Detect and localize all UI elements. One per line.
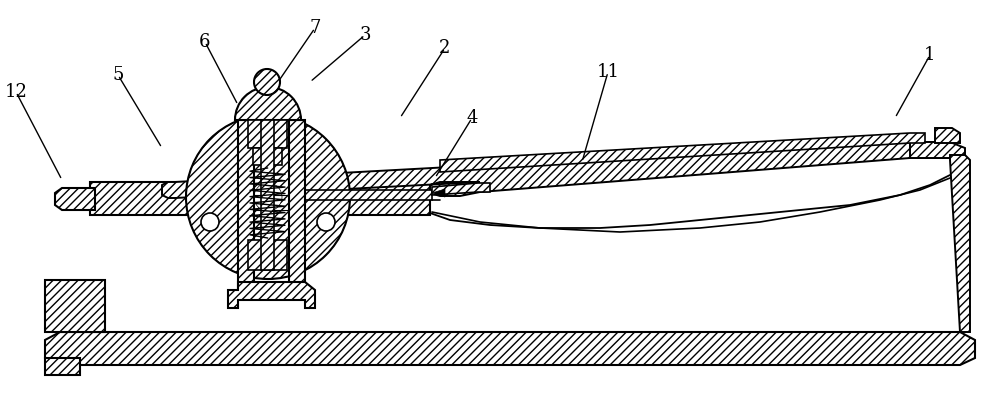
Text: 11: 11: [596, 63, 620, 81]
Polygon shape: [45, 332, 975, 365]
Polygon shape: [45, 358, 80, 375]
Polygon shape: [55, 188, 95, 210]
Text: 6: 6: [199, 33, 211, 51]
Text: 5: 5: [112, 66, 124, 84]
Circle shape: [201, 213, 219, 231]
Polygon shape: [935, 128, 960, 143]
Polygon shape: [253, 148, 282, 165]
Wedge shape: [235, 87, 301, 120]
Polygon shape: [238, 120, 254, 290]
Circle shape: [317, 213, 335, 231]
Polygon shape: [45, 280, 105, 332]
Circle shape: [186, 115, 350, 279]
Text: 4: 4: [466, 109, 478, 127]
Polygon shape: [90, 182, 430, 215]
Polygon shape: [950, 155, 970, 332]
Polygon shape: [432, 183, 490, 195]
Polygon shape: [248, 240, 287, 270]
Polygon shape: [248, 120, 287, 148]
Polygon shape: [228, 282, 315, 308]
Polygon shape: [261, 120, 274, 270]
Polygon shape: [289, 120, 305, 290]
Text: 1: 1: [924, 46, 936, 64]
Text: 7: 7: [309, 19, 321, 37]
Circle shape: [254, 69, 280, 95]
Polygon shape: [432, 189, 445, 197]
Text: 12: 12: [5, 83, 27, 101]
Polygon shape: [440, 133, 925, 172]
Polygon shape: [910, 142, 965, 158]
Polygon shape: [298, 190, 432, 200]
Polygon shape: [162, 142, 950, 198]
Text: 2: 2: [439, 39, 451, 57]
Text: 3: 3: [359, 26, 371, 44]
